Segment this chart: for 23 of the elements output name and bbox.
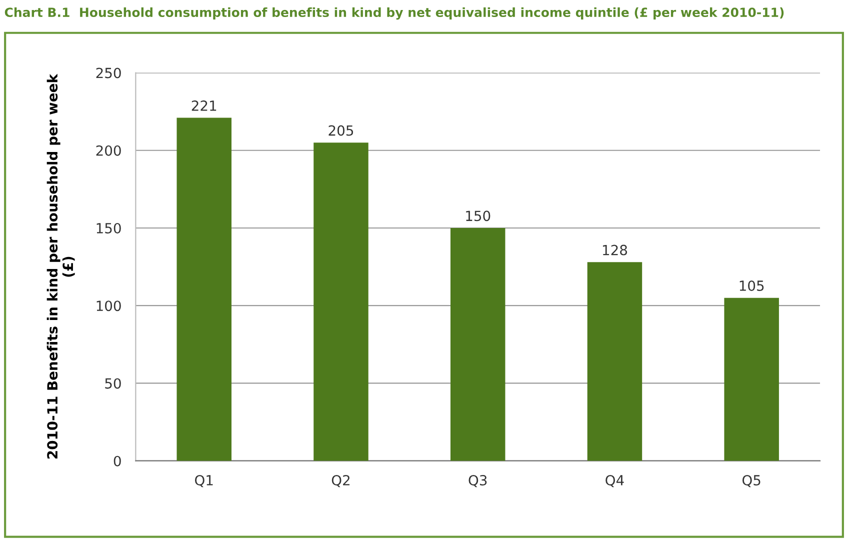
bar xyxy=(724,298,779,461)
y-tick-label: 150 xyxy=(96,222,121,234)
data-label: 150 xyxy=(466,210,490,222)
x-tick-label: Q2 xyxy=(332,474,350,488)
y-tick-label: 50 xyxy=(105,378,121,389)
data-label: 105 xyxy=(740,280,764,291)
data-label: 221 xyxy=(192,100,216,111)
data-label: 205 xyxy=(328,125,354,136)
y-tick-label: 250 xyxy=(96,68,121,78)
x-tick-label: Q4 xyxy=(606,474,624,488)
y-tick-label: 200 xyxy=(96,145,121,156)
bar xyxy=(314,142,368,461)
y-tick-label: 0 xyxy=(114,456,121,466)
x-tick-label: Q3 xyxy=(468,474,487,488)
y-axis-title: 2010-11 Benefits in kind per household per week (£) xyxy=(46,74,75,458)
data-label: 128 xyxy=(602,244,628,256)
x-tick-label: Q1 xyxy=(195,474,213,488)
bar xyxy=(587,262,642,461)
x-tick-label: Q5 xyxy=(742,474,760,488)
bar xyxy=(176,118,232,461)
chart-title: Chart B.1 Household consumption of benefits in kind by net equivalised income quintile (£ per week 2010-11) xyxy=(4,7,784,20)
bar xyxy=(450,228,506,461)
y-tick-label: 100 xyxy=(96,300,121,312)
